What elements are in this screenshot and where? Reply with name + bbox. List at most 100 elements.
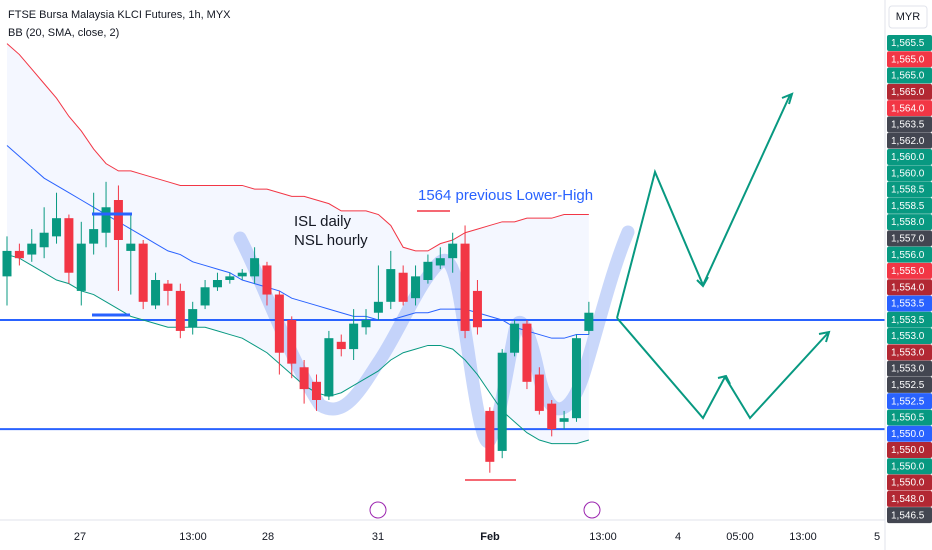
candle-body <box>312 381 321 400</box>
candle-body <box>52 218 62 237</box>
candle-body <box>14 250 24 259</box>
price-tag <box>887 279 932 296</box>
price-tag-label: 1,558.0 <box>891 217 925 228</box>
highlight-stroke <box>233 225 635 449</box>
price-tag <box>887 83 932 100</box>
price-tag <box>887 442 932 458</box>
candle-body <box>559 418 569 422</box>
candle-body <box>200 287 210 306</box>
price-tag-label: 1,556.0 <box>891 250 925 261</box>
candle-body <box>287 320 297 364</box>
price-tag <box>887 100 932 117</box>
price-tag <box>887 393 932 410</box>
candle-body <box>163 283 173 291</box>
candle-body <box>547 403 557 430</box>
annotation: NSL hourly <box>294 232 368 249</box>
candle-body <box>39 232 49 248</box>
price-tag-label: 1,552.5 <box>891 380 925 391</box>
event-icon[interactable] <box>369 501 387 519</box>
candle-body <box>373 301 383 313</box>
candle-body <box>64 218 74 273</box>
highlighter <box>233 225 635 449</box>
price-tag-label: 1,553.0 <box>891 347 925 358</box>
price-tag <box>887 246 932 263</box>
x-tick-label: 5 <box>874 531 880 543</box>
price-tag-label: 1,565.0 <box>891 54 925 65</box>
price-tag-label: 1,562.0 <box>891 136 925 147</box>
candle-body <box>113 200 123 240</box>
price-tag <box>887 132 932 149</box>
price-tag-label: 1,565.0 <box>891 71 925 82</box>
x-tick-label: 13:00 <box>179 531 207 543</box>
candle-body <box>126 243 136 251</box>
x-tick-label: Feb <box>480 531 500 543</box>
event-icon[interactable] <box>583 501 601 519</box>
price-tag <box>887 425 932 442</box>
price-tag <box>887 116 932 133</box>
price-tag-label: 1,550.0 <box>891 478 925 489</box>
candle-body <box>510 323 520 353</box>
candle-body <box>262 265 272 295</box>
candle-body <box>138 243 148 302</box>
price-tag-label: 1,560.0 <box>891 168 925 179</box>
price-tag <box>887 328 932 345</box>
price-tag-label: 1,565.0 <box>891 87 925 98</box>
candle-body <box>460 243 470 331</box>
candle-body <box>212 280 222 288</box>
candle-body <box>448 243 458 259</box>
price-tag-label: 1,553.0 <box>891 331 925 342</box>
price-tag-label: 1,550.0 <box>891 461 925 472</box>
price-tag-label: 1,553.5 <box>891 299 925 310</box>
candle-body <box>151 280 161 306</box>
currency-box[interactable] <box>888 5 928 29</box>
price-tag <box>887 474 932 491</box>
price-tag-label: 1,550.0 <box>891 429 925 440</box>
candle-body <box>274 294 284 353</box>
price-tag-label: 1,548.0 <box>891 494 925 505</box>
price-tag <box>887 35 932 51</box>
candle-body <box>336 341 346 350</box>
indicator-label: BB (20, SMA, close, 2) <box>8 27 119 39</box>
x-tick-label: 28 <box>262 531 274 543</box>
x-tick-label: 4 <box>675 531 681 543</box>
price-tag-label: 1,557.0 <box>891 234 925 245</box>
candle-body <box>27 243 37 255</box>
currency[interactable]: MYR <box>896 11 921 23</box>
band-line <box>6 254 590 445</box>
price-tag-label: 1,554.0 <box>891 282 925 293</box>
x-tick-label: 05:00 <box>726 531 754 543</box>
price-tag <box>887 295 932 312</box>
arrow-head <box>781 92 794 105</box>
price-tag <box>887 507 932 524</box>
candle-body <box>361 320 371 328</box>
annotation: ISL daily <box>294 213 351 230</box>
price-tag <box>887 181 932 198</box>
price-tag-label: 1,564.0 <box>891 103 925 114</box>
price-tag-label: 1,558.5 <box>891 185 925 196</box>
price-tag <box>887 197 932 214</box>
candle-body <box>76 243 86 291</box>
price-tag-label: 1,555.0 <box>891 266 925 277</box>
price-tag <box>887 344 932 361</box>
candle-body <box>237 272 247 277</box>
projection-up <box>616 94 791 319</box>
x-tick-label: 13:00 <box>589 531 617 543</box>
x-tick-label: 31 <box>372 531 384 543</box>
annotation: 1564 previous Lower-High <box>418 187 593 204</box>
price-tag <box>887 409 932 426</box>
price-tag <box>887 165 932 182</box>
price-tag <box>887 376 932 393</box>
x-tick-label: 13:00 <box>789 531 817 543</box>
candle-body <box>386 269 396 302</box>
arrow-head <box>696 276 709 288</box>
arrow-head <box>818 330 831 343</box>
price-tag-label: 1,550.0 <box>891 445 925 456</box>
price-tag-label: 1,552.5 <box>891 396 925 407</box>
price-tag <box>887 214 932 231</box>
candle-body <box>497 352 507 451</box>
price-tag <box>887 67 932 84</box>
candle-body <box>225 276 235 280</box>
arrow-head <box>717 374 731 385</box>
price-tag-label: 1,553.5 <box>891 315 925 326</box>
